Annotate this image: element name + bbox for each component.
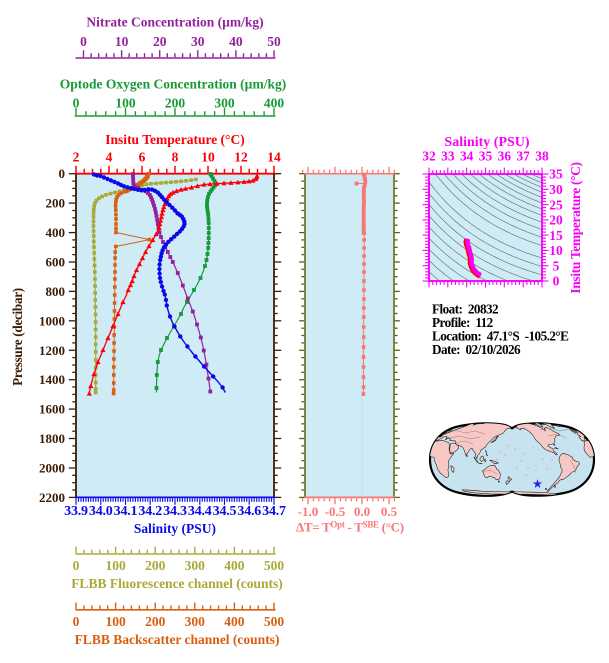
svg-text:500: 500 [264,614,285,629]
svg-text:2200: 2200 [39,490,65,505]
svg-text:FLBB Fluorescence channel (cou: FLBB Fluorescence channel (counts) [71,576,283,591]
svg-text:100: 100 [115,96,136,111]
svg-text:400: 400 [224,558,245,573]
svg-text:0: 0 [80,34,87,49]
svg-text:5: 5 [553,258,560,273]
svg-text:50: 50 [267,34,281,49]
svg-text:0: 0 [59,166,66,181]
svg-text:400: 400 [46,225,66,240]
svg-text:34.2: 34.2 [138,504,162,519]
svg-text:12: 12 [234,150,248,165]
svg-text:400: 400 [264,96,285,111]
svg-text:Date: 02/10/2026: Date: 02/10/2026 [432,342,521,357]
svg-text:Location: 47.1°S -105.2°E: Location: 47.1°S -105.2°E [432,329,569,344]
svg-text:4: 4 [106,150,113,165]
svg-text:Salinity (PSU): Salinity (PSU) [444,135,530,150]
svg-text:Insitu Temperature (°C): Insitu Temperature (°C) [568,162,583,293]
svg-text:20: 20 [153,34,167,49]
svg-text:Pressure (decibar): Pressure (decibar) [10,288,25,386]
svg-text:10: 10 [201,150,215,165]
svg-text:35: 35 [549,167,563,182]
svg-text:1400: 1400 [39,372,65,387]
svg-text:33: 33 [441,149,455,164]
svg-text:40: 40 [229,34,243,49]
svg-text:34.1: 34.1 [114,504,138,519]
svg-text:34.3: 34.3 [163,504,187,519]
svg-text:25: 25 [549,197,563,212]
svg-text:38: 38 [535,149,549,164]
svg-text:37: 37 [516,149,530,164]
svg-text:2000: 2000 [39,460,65,475]
svg-text:ΔT= TOpt - TSBE (°C): ΔT= TOpt - TSBE (°C) [296,520,404,535]
svg-text:Nitrate Concentration (µm/kg): Nitrate Concentration (µm/kg) [86,15,263,30]
svg-text:34.5: 34.5 [213,504,237,519]
svg-text:1600: 1600 [39,402,65,417]
svg-text:30: 30 [549,182,563,197]
svg-text:FLBB Backscatter channel (coun: FLBB Backscatter channel (counts) [75,632,280,647]
svg-text:200: 200 [46,196,66,211]
svg-text:Optode Oxygen Concentration (µ: Optode Oxygen Concentration (µm/kg) [60,77,286,92]
svg-text:0: 0 [73,558,80,573]
svg-text:15: 15 [549,228,563,243]
svg-text:1000: 1000 [39,313,65,328]
svg-text:34.4: 34.4 [188,504,212,519]
svg-text:20: 20 [549,213,563,228]
svg-text:35: 35 [479,149,493,164]
svg-text:200: 200 [145,614,166,629]
svg-text:14: 14 [267,150,281,165]
svg-text:600: 600 [46,254,66,269]
svg-text:30: 30 [191,34,205,49]
svg-text:10: 10 [115,34,129,49]
svg-text:100: 100 [105,558,126,573]
svg-text:1800: 1800 [39,431,65,446]
svg-text:34: 34 [460,149,474,164]
svg-text:33.9: 33.9 [64,504,88,519]
svg-text:0: 0 [73,96,80,111]
svg-text:2: 2 [73,150,80,165]
svg-text:8: 8 [172,150,179,165]
svg-text:200: 200 [145,558,166,573]
svg-text:500: 500 [264,558,285,573]
svg-text:34.6: 34.6 [237,504,261,519]
svg-text:34.7: 34.7 [262,504,286,519]
svg-text:Salinity (PSU): Salinity (PSU) [134,521,216,536]
svg-text:0.0: 0.0 [354,504,370,519]
svg-text:0: 0 [73,614,80,629]
svg-text:32: 32 [422,149,436,164]
svg-text:36: 36 [498,149,512,164]
svg-text:200: 200 [165,96,186,111]
svg-text:300: 300 [185,614,206,629]
svg-text:100: 100 [105,614,126,629]
svg-text:Insitu Temperature (°C): Insitu Temperature (°C) [105,132,244,147]
svg-text:10: 10 [549,243,563,258]
svg-text:6: 6 [139,150,146,165]
svg-text:800: 800 [46,284,66,299]
svg-text:300: 300 [214,96,235,111]
svg-text:-0.5: -0.5 [325,504,346,519]
svg-text:34.0: 34.0 [89,504,113,519]
svg-text:1200: 1200 [39,343,65,358]
svg-text:-1.0: -1.0 [298,504,319,519]
svg-text:0.5: 0.5 [381,504,398,519]
svg-text:Profile: 112: Profile: 112 [432,315,494,330]
svg-text:300: 300 [185,558,206,573]
svg-text:0: 0 [553,274,560,289]
svg-text:Float: 20832: Float: 20832 [432,302,499,317]
svg-text:400: 400 [224,614,245,629]
